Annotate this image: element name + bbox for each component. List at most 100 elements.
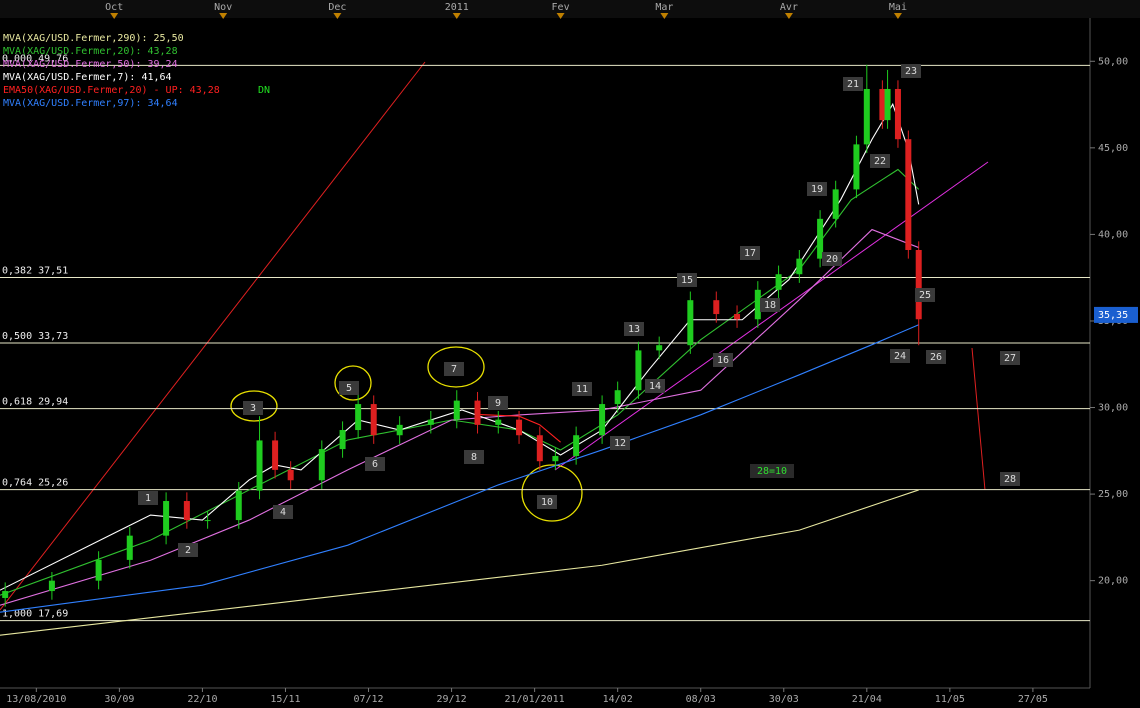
annotation-box — [624, 322, 644, 336]
right-axis — [1090, 18, 1140, 708]
annotation-box — [822, 252, 842, 266]
x-tick-label: 11/05 — [935, 694, 965, 705]
annotation-box — [760, 298, 780, 312]
legend-entry: MVA(XAG/USD.Fermer,50): 39,24 — [3, 59, 178, 70]
fib-label: 0,764 25,26 — [2, 478, 68, 489]
candle-body — [355, 404, 362, 431]
x-tick-label: 22/10 — [187, 694, 217, 705]
candle-body — [599, 404, 606, 436]
candle-body — [370, 404, 377, 436]
annotation: 22 — [874, 156, 886, 167]
circle — [334, 365, 372, 401]
annotation-box — [572, 382, 592, 396]
y-tick-label: 45,00 — [1098, 143, 1128, 154]
annotation: 25 — [919, 290, 931, 301]
candle-body — [853, 144, 860, 190]
candle-body — [614, 390, 621, 405]
candle-body — [635, 350, 642, 391]
note: 28=10 — [757, 466, 787, 477]
legend-entry: EMA50(XAG/USD.Fermer,20) - UP: 43,28 — [3, 85, 220, 96]
month-marker — [333, 13, 342, 19]
candle-body — [796, 258, 803, 275]
annotation-box — [444, 362, 464, 376]
circles — [230, 346, 583, 522]
candle-body — [573, 435, 580, 457]
candle-body — [516, 419, 523, 436]
annotation: 5 — [346, 383, 352, 394]
circle — [427, 346, 485, 388]
x-tick-label: 07/12 — [353, 694, 383, 705]
candle-body — [474, 400, 481, 425]
annotation-box — [890, 349, 910, 363]
annotation-box — [1000, 351, 1020, 365]
price-label: 35,35 — [1098, 310, 1128, 321]
month-label: Mai — [889, 2, 907, 13]
candle-body — [832, 189, 839, 219]
annotation-box — [537, 495, 557, 509]
x-tick-label: 30/09 — [104, 694, 134, 705]
y-tick-label: 30,00 — [1098, 403, 1128, 414]
annotation-box — [464, 450, 484, 464]
candle-body — [427, 419, 434, 425]
candle-body — [163, 501, 170, 536]
annotation: 15 — [681, 275, 693, 286]
annotation: 14 — [649, 381, 661, 392]
circle — [230, 390, 278, 422]
candle-body — [656, 345, 663, 351]
annotation: 11 — [576, 384, 588, 395]
x-tick-label: 15/11 — [270, 694, 300, 705]
candle-body — [183, 501, 190, 521]
annotation-box — [740, 246, 760, 260]
x-tick-label: 14/02 — [603, 694, 633, 705]
month-label: Nov — [214, 2, 232, 13]
circle — [521, 464, 583, 522]
annotation-box — [365, 457, 385, 471]
annotation-box — [339, 381, 359, 395]
annotation-box — [1000, 472, 1020, 486]
month-marker — [660, 13, 669, 19]
legend-entry: MVA(XAG/USD.Fermer,290): 25,50 — [3, 33, 184, 44]
fib-label: 0,500 33,73 — [2, 331, 68, 342]
legend-entry: MVA(XAG/USD.Fermer,7): 41,64 — [3, 72, 172, 83]
candle-body — [687, 300, 694, 346]
indicator-line — [0, 324, 919, 613]
annotation: 17 — [744, 248, 756, 259]
annotation: 9 — [495, 398, 501, 409]
candle-body — [287, 469, 294, 481]
candle-body — [95, 559, 102, 581]
x-tick-label: 13/08/2010 — [6, 694, 66, 705]
trend-line — [554, 161, 989, 471]
candle-body — [235, 490, 242, 521]
month-label: Oct — [105, 2, 123, 13]
month-marker — [110, 13, 119, 19]
annotation-box — [870, 154, 890, 168]
candle-body — [894, 88, 901, 140]
annotation: 10 — [541, 497, 553, 508]
x-tick-label: 21/01/2011 — [505, 694, 565, 705]
annotation-box — [915, 288, 935, 302]
candle-body — [126, 535, 133, 560]
candle-body — [204, 520, 211, 522]
annotation: 18 — [764, 300, 776, 311]
annotation: 8 — [471, 452, 477, 463]
legend-entry: DN — [258, 85, 270, 96]
month-marker — [784, 13, 793, 19]
annotation-box — [610, 436, 630, 450]
month-label: Mar — [655, 2, 673, 13]
annotation-box — [843, 77, 863, 91]
annotation: 26 — [930, 352, 942, 363]
legend-entry: MVA(XAG/USD.Fermer,20): 43,28 — [3, 46, 178, 57]
annotation: 19 — [811, 184, 823, 195]
annotation-box — [243, 401, 263, 415]
annotation: 24 — [894, 351, 906, 362]
y-tick-label: 20,00 — [1098, 576, 1128, 587]
indicator-line — [0, 168, 920, 596]
annotation-box — [926, 350, 946, 364]
candle-body — [396, 424, 403, 436]
annotation: 2 — [185, 545, 191, 556]
month-label: 2011 — [445, 2, 469, 13]
candle-body — [256, 440, 263, 491]
fib-label: 0,618 29,94 — [2, 397, 68, 408]
annotation-box — [178, 543, 198, 557]
